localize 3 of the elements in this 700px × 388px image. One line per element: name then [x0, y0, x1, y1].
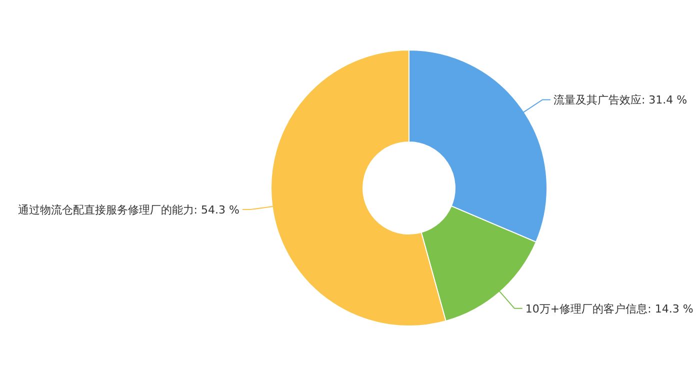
slice-label: 流量及其广告效应: 31.4 % [553, 94, 688, 107]
slice-label: 通过物流仓配直接服务修理厂的能力: 54.3 % [18, 204, 240, 217]
slice-label: 10万+修理厂的客户信息: 14.3 % [525, 302, 694, 316]
